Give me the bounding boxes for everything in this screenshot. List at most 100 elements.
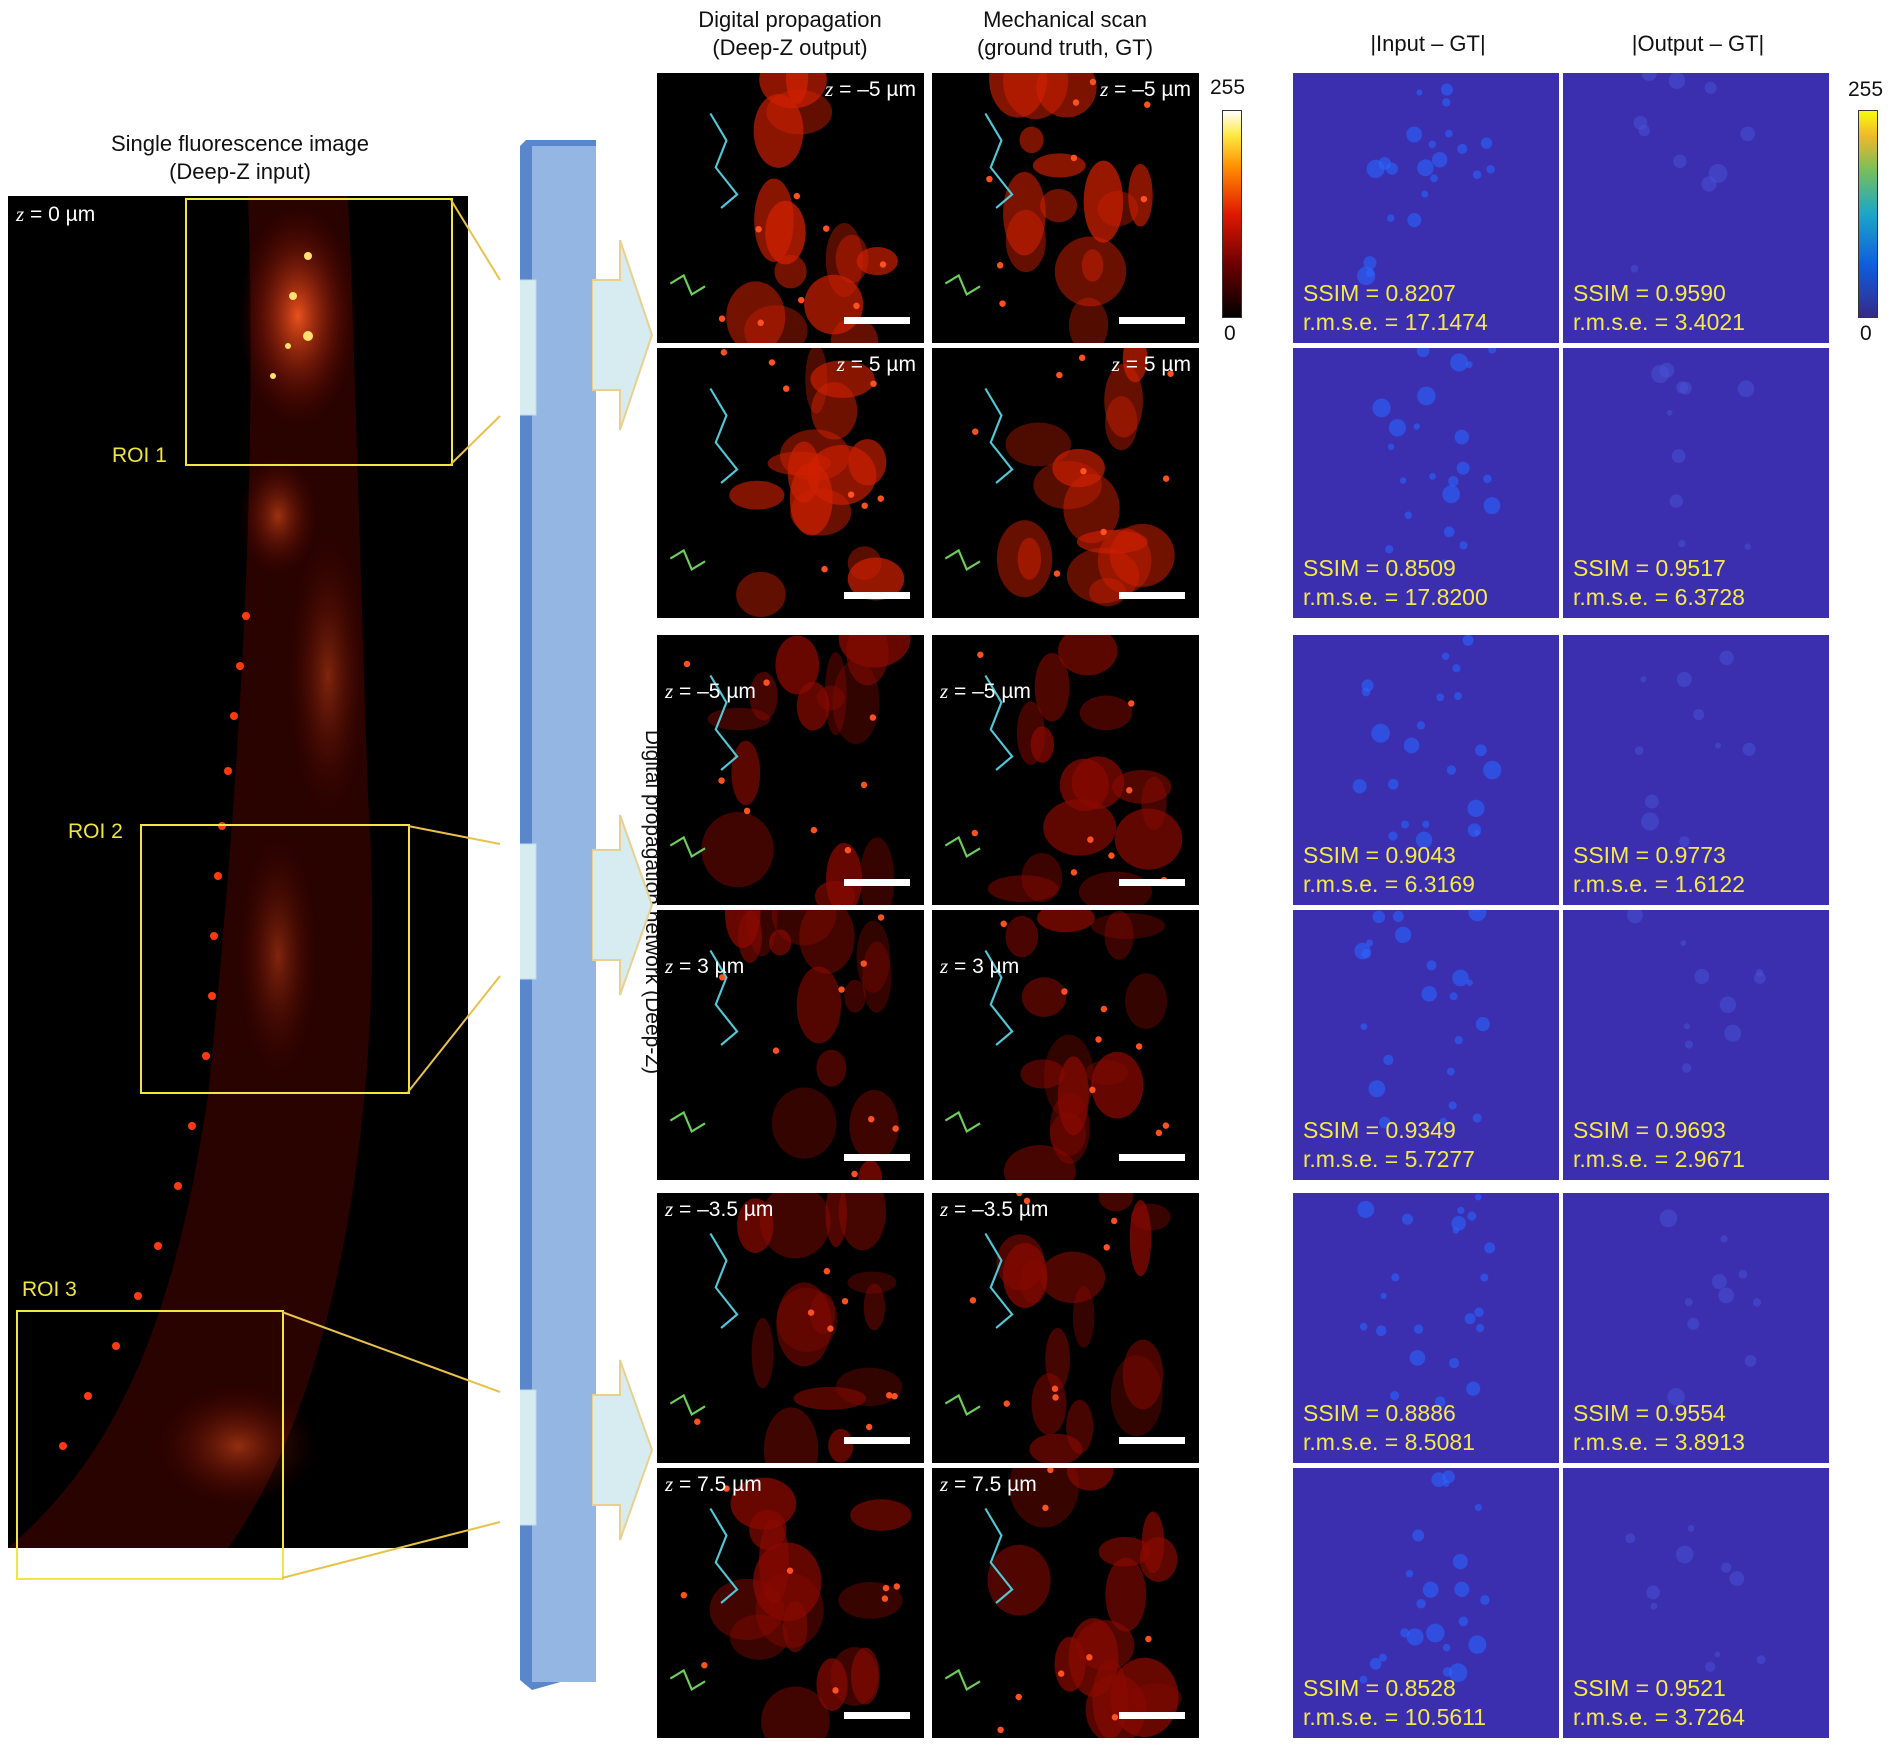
row1-out-graphic [669,73,898,343]
col2-header: Mechanical scan (ground truth, GT) [915,6,1215,62]
z-value: = 5 µm [850,353,916,376]
row6-out-scale-bar [844,1712,910,1719]
row2-out-panel: z = 5 µm [657,348,924,618]
row2-out_err-panel: SSIM = 0.9517 r.m.s.e. = 6.3728 [1563,348,1829,618]
row5-out-panel: z = –3.5 µm [657,1193,924,1463]
row3-out-ssim: SSIM = 0.9773 [1573,842,1726,868]
input-z-label: z = 0 µm [16,202,95,227]
row6-in_err-panel: SSIM = 0.8528 r.m.s.e. = 10.5611 [1293,1468,1559,1738]
z-value: = –3.5 µm [679,1198,774,1221]
arrow-roi3 [592,1359,654,1541]
roi3-label: ROI 3 [22,1278,77,1301]
parula-colorbar-min: 0 [1860,322,1872,345]
row3-in-ssim: SSIM = 0.9043 [1303,842,1456,868]
row2-in_err-panel: SSIM = 0.8509 r.m.s.e. = 17.8200 [1293,348,1559,618]
z-value: = 7.5 µm [679,1473,762,1496]
z-value: = –5 µm [954,680,1031,703]
row1-out_err-panel: SSIM = 0.9590 r.m.s.e. = 3.4021 [1563,73,1829,343]
roi-zoom-lines [281,199,501,1579]
row5-out-graphic [669,1193,903,1463]
parula-colorbar [1858,110,1878,318]
z-var: z [1100,77,1109,101]
z-value: = 7.5 µm [954,1473,1037,1496]
row1-in-ssim: SSIM = 0.8207 [1303,280,1456,306]
network-bar [520,140,596,1690]
row1-out-rmse: r.m.s.e. = 3.4021 [1573,309,1745,335]
row4-gt-panel: z = 3 µm [932,910,1199,1180]
col3-header: |Input – GT| [1370,31,1486,56]
row6-out-z-label: z = 7.5 µm [665,1472,762,1497]
col1-header: Digital propagation (Deep-Z output) [640,6,940,62]
row5-in_err-graphic [1357,1193,1496,1408]
input-image-graphic [8,196,373,1548]
z-var: z [825,77,834,101]
row4-out-rmse: r.m.s.e. = 2.9671 [1573,1146,1745,1172]
row1-out-scale-bar [844,317,910,324]
row4-gt-graphic [944,910,1170,1180]
arrow-roi2 [592,814,654,996]
z-var: z [665,1197,674,1221]
row1-in-rmse: r.m.s.e. = 17.1474 [1303,309,1488,335]
row2-gt-scale-bar [1119,592,1185,599]
row5-out-scale-bar [844,1437,910,1444]
row1-in_err-graphic [1357,83,1495,286]
row3-out-panel: z = –5 µm [657,635,924,905]
parula-colorbar-max: 255 [1848,78,1884,101]
row6-gt-z-label: z = 7.5 µm [940,1472,1037,1497]
input-title-line1: Single fluorescence image [110,131,370,156]
row4-in_err-panel: SSIM = 0.9349 r.m.s.e. = 5.7277 [1293,910,1559,1180]
hot-colorbar-min: 0 [1224,322,1236,345]
row1-gt-graphic [944,73,1153,343]
row5-in-ssim: SSIM = 0.8886 [1303,1400,1456,1426]
row2-in-rmse: r.m.s.e. = 17.8200 [1303,584,1488,610]
col4-header: |Output – GT| [1631,31,1765,56]
row3-out-graphic [669,635,911,905]
z-var: z [1111,352,1120,376]
z-value: = –5 µm [1114,78,1191,101]
row4-out-z-label: z = 3 µm [665,954,744,979]
row5-out-rmse: r.m.s.e. = 3.8913 [1573,1429,1745,1455]
row2-in-ssim: SSIM = 0.8509 [1303,555,1456,581]
row3-gt-z-label: z = –5 µm [940,679,1031,704]
z-value: = –5 µm [679,680,756,703]
z-value: = 3 µm [679,955,745,978]
row5-in-rmse: r.m.s.e. = 8.5081 [1303,1429,1475,1455]
roi1-label: ROI 1 [112,444,167,467]
row4-out-scale-bar [844,1154,910,1161]
row4-out-panel: z = 3 µm [657,910,924,1180]
z-value: = 5 µm [1125,353,1191,376]
row5-gt-z-label: z = –3.5 µm [940,1197,1048,1222]
col2-header-line1: Mechanical scan [983,7,1147,32]
row2-out-scale-bar [844,592,910,599]
row6-out-graphic [669,1477,912,1738]
row4-gt-scale-bar [1119,1154,1185,1161]
z-var: z [836,352,845,376]
row3-in_err-graphic [1352,635,1502,849]
row5-in_err-panel: SSIM = 0.8886 r.m.s.e. = 8.5081 [1293,1193,1559,1463]
roi2-box [140,824,410,1094]
row6-out_err-graphic [1625,1525,1766,1672]
roi2-label: ROI 2 [68,820,123,843]
row1-in_err-panel: SSIM = 0.8207 r.m.s.e. = 17.1474 [1293,73,1559,343]
row3-out-rmse: r.m.s.e. = 1.6122 [1573,871,1745,897]
row2-out-z-label: z = 5 µm [837,352,916,377]
roi3-box [16,1310,284,1580]
row6-in_err-graphic [1359,1470,1490,1684]
col1-header-line2: (Deep-Z output) [712,35,868,60]
row2-out-ssim: SSIM = 0.9517 [1573,555,1726,581]
row1-out-z-label: z = –5 µm [825,77,916,102]
col2-header-line2: (ground truth, GT) [976,35,1154,60]
row3-gt-graphic [944,635,1183,905]
row3-out-z-label: z = –5 µm [665,679,756,704]
row4-gt-z-label: z = 3 µm [940,954,1019,979]
arrow-roi1 [592,240,654,431]
input-image: z = 0 µm [8,196,468,1548]
row4-in-rmse: r.m.s.e. = 5.7277 [1303,1146,1475,1172]
row3-gt-scale-bar [1119,879,1185,886]
row1-out_err-graphic [1630,73,1756,273]
row2-out_err-graphic [1651,362,1755,550]
row2-out-graphic [669,348,905,617]
row6-out-panel: z = 7.5 µm [657,1468,924,1738]
row5-out_err-panel: SSIM = 0.9554 r.m.s.e. = 3.8913 [1563,1193,1829,1463]
row2-gt-z-label: z = 5 µm [1112,352,1191,377]
